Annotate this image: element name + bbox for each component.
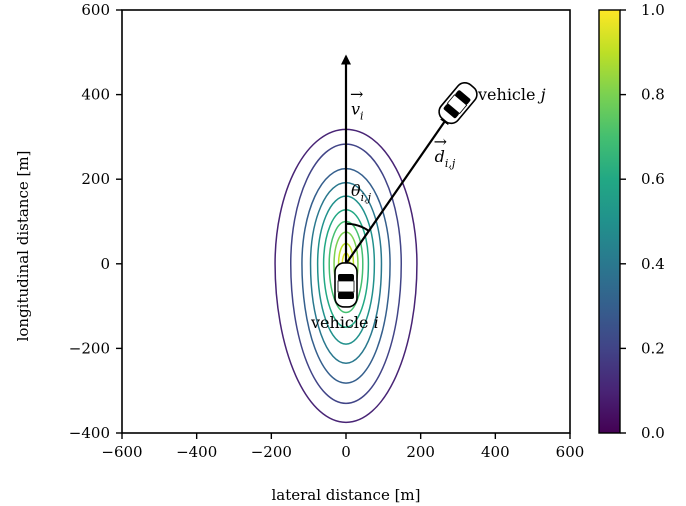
velocity-vector-label: vi: [351, 100, 364, 123]
y-axis-label: longitudinal distance [m]: [14, 151, 32, 342]
x-tick-label: 400: [481, 443, 510, 461]
distance-vector-over-arrow: →: [434, 132, 447, 151]
contour-level-3: [301, 168, 391, 384]
x-tick-label: 0: [341, 443, 351, 461]
angle-label: θi,j: [351, 181, 372, 204]
colorbar-tick-label: 0.6: [641, 170, 665, 188]
contour-lines: [274, 128, 418, 423]
y-tick-label: 600: [81, 1, 110, 19]
distance-vector-arrow: [345, 114, 450, 265]
x-tick-label: −600: [101, 443, 142, 461]
contour-level-1: [274, 128, 418, 423]
y-tick-label: 0: [100, 255, 110, 273]
y-tick-label: 200: [81, 170, 110, 188]
vehicle-i-car-icon: [334, 262, 358, 308]
contour-level-2: [289, 143, 403, 404]
colorbar: [598, 9, 621, 434]
x-tick-label: −200: [251, 443, 292, 461]
contour-level-6: [322, 208, 370, 328]
x-tick-label: 200: [406, 443, 435, 461]
colorbar-tick-label: 0.2: [641, 339, 665, 357]
colorbar-tick-label: 0.0: [641, 424, 665, 442]
contour-level-4: [309, 181, 383, 364]
vehicle-j-label: vehicle j: [477, 85, 546, 104]
x-axis-label: lateral distance [m]: [271, 486, 420, 504]
distance-vector-label: di,j: [435, 147, 456, 170]
y-tick-label: −400: [69, 424, 110, 442]
y-axis-ticks: −400 −200 0 200 400 600: [69, 1, 122, 442]
x-axis-ticks: −600 −400 −200 0 200 400 600: [101, 433, 584, 461]
contour-level-5: [316, 195, 376, 345]
colorbar-tick-label: 0.4: [641, 255, 665, 273]
x-tick-label: 600: [556, 443, 585, 461]
angle-arc: [345, 222, 370, 232]
vehicle-i-label: vehicle i: [310, 313, 379, 332]
velocity-vector-over-arrow: →: [350, 85, 363, 104]
x-tick-label: −400: [176, 443, 217, 461]
vehicle-j-car-icon: [438, 82, 478, 125]
colorbar-ticks: 0.0 0.2 0.4 0.6 0.8 1.0: [620, 1, 665, 442]
y-tick-label: −200: [69, 339, 110, 357]
colorbar-tick-label: 1.0: [641, 1, 665, 19]
colorbar-tick-label: 0.8: [641, 86, 665, 104]
y-tick-label: 400: [81, 86, 110, 104]
